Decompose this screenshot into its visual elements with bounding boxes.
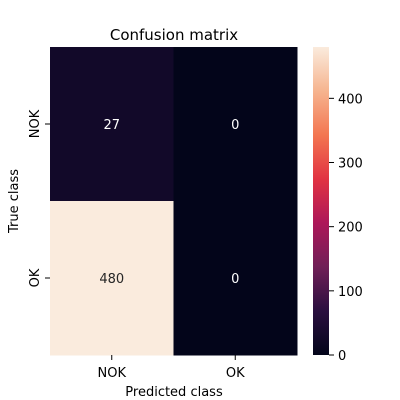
heatmap-cell <box>50 201 174 356</box>
colorbar-tick-label: 0 <box>338 349 346 364</box>
x-tick-label: NOK <box>98 366 127 381</box>
colorbar <box>313 47 329 355</box>
heatmap-cell <box>173 201 298 356</box>
heatmap-cell <box>50 47 174 202</box>
y-axis-label: True class <box>7 169 22 234</box>
heatmap-cell-label: 27 <box>103 118 120 133</box>
y-tick-label: NOK <box>28 109 43 138</box>
x-axis-ticks: NOK OK <box>98 355 245 381</box>
x-axis-label: Predicted class <box>125 385 223 400</box>
heatmap-cells <box>50 47 298 356</box>
x-tick-label: OK <box>226 366 245 381</box>
colorbar-tick-label: 100 <box>338 285 363 300</box>
heatmap-cell <box>173 47 298 202</box>
heatmap-cell-labels: 27 0 480 0 <box>99 118 239 287</box>
colorbar-tick-label: 300 <box>338 157 363 172</box>
heatmap-cell-label: 0 <box>231 118 239 133</box>
colorbar-tick-label: 400 <box>338 92 363 107</box>
y-tick-label: OK <box>28 268 43 287</box>
chart-title: Confusion matrix <box>110 26 238 44</box>
y-axis-ticks: NOK OK <box>28 109 50 287</box>
colorbar-ticks: 0 100 200 300 400 <box>329 92 363 364</box>
heatmap-cell-label: 0 <box>231 272 239 287</box>
colorbar-tick-label: 200 <box>338 221 363 236</box>
heatmap-cell-label: 480 <box>99 272 124 287</box>
